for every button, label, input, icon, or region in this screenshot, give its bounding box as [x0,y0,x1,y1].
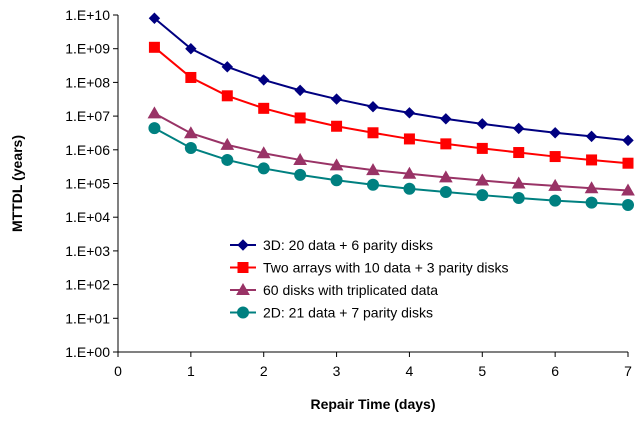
x-tick-label: 2 [260,363,268,379]
y-tick-label: 1.E+08 [65,74,110,90]
data-point [259,103,269,113]
y-tick-label: 1.E+09 [65,41,110,57]
legend-marker [238,240,248,250]
x-tick-label: 7 [624,363,632,379]
series-line [154,128,628,205]
data-point [550,152,560,162]
data-point [441,114,451,124]
data-point [295,169,306,180]
y-tick-label: 1.E+01 [65,310,110,326]
legend-item: 3D: 20 data + 6 parity disks [230,237,433,253]
data-point [477,190,488,201]
data-point [295,113,305,123]
data-point [186,72,196,82]
y-tick-label: 1.E+07 [65,108,110,124]
series-3 [148,107,634,195]
legend-item: 2D: 21 data + 7 parity disks [230,305,433,321]
data-point [331,175,342,186]
data-point [623,200,634,211]
x-tick-label: 4 [406,363,414,379]
data-point [368,128,378,138]
data-point [149,123,160,134]
y-tick-label: 1.E+06 [65,142,110,158]
data-point [368,179,379,190]
data-point [258,163,269,174]
data-point [550,128,560,138]
legend: 3D: 20 data + 6 parity disks Two arrays w… [230,237,509,321]
data-point [477,143,487,153]
legend-marker [238,307,249,318]
data-point [586,197,597,208]
y-tick-label: 1.E+00 [65,344,110,360]
legend-label: Two arrays with 10 data + 3 parity disks [263,260,509,276]
data-point [332,94,342,104]
data-point [514,123,524,133]
y-axis-title: MTTDL (years) [9,135,25,232]
y-tick-label: 1.E+05 [65,176,110,192]
data-point [440,186,451,197]
data-point [222,154,233,165]
data-point [368,102,378,112]
legend-label: 60 disks with triplicated data [263,282,438,298]
data-point [513,193,524,204]
legend-marker [238,263,248,273]
x-axis-title: Repair Time (days) [310,396,435,412]
legend-label: 3D: 20 data + 6 parity disks [263,237,433,253]
data-point [149,42,159,52]
data-point [185,127,197,137]
y-tick-label: 1.E+10 [65,7,110,23]
y-axis-ticks: 1.E+00 1.E+01 1.E+02 1.E+03 1.E+04 1.E+05 1.E+… [65,7,118,360]
legend-label: 2D: 21 data + 7 parity disks [263,305,433,321]
series-layer [148,13,634,210]
data-point [185,143,196,154]
data-point [332,121,342,131]
legend-item: 60 disks with triplicated data [230,282,438,298]
x-axis-ticks: 0 1 2 3 4 5 6 7 [114,352,632,379]
data-point [404,183,415,194]
data-point [404,108,414,118]
data-point [222,91,232,101]
data-point [477,119,487,129]
x-tick-label: 6 [551,363,559,379]
data-point [514,148,524,158]
legend-item: Two arrays with 10 data + 3 parity disks [230,260,509,276]
data-point [623,135,633,145]
data-point [404,134,414,144]
series-line [154,18,628,140]
y-tick-label: 1.E+04 [65,209,110,225]
series-1 [149,13,633,145]
data-point [550,195,561,206]
data-point [222,62,232,72]
x-tick-label: 1 [187,363,195,379]
x-tick-label: 0 [114,363,122,379]
y-tick-label: 1.E+02 [65,277,110,293]
data-point [148,107,160,118]
x-tick-label: 3 [333,363,341,379]
data-point [623,158,633,168]
data-point [441,139,451,149]
data-point [295,85,305,95]
data-point [587,131,597,141]
y-tick-label: 1.E+03 [65,243,110,259]
data-point [259,75,269,85]
data-point [587,155,597,165]
x-tick-label: 5 [478,363,486,379]
